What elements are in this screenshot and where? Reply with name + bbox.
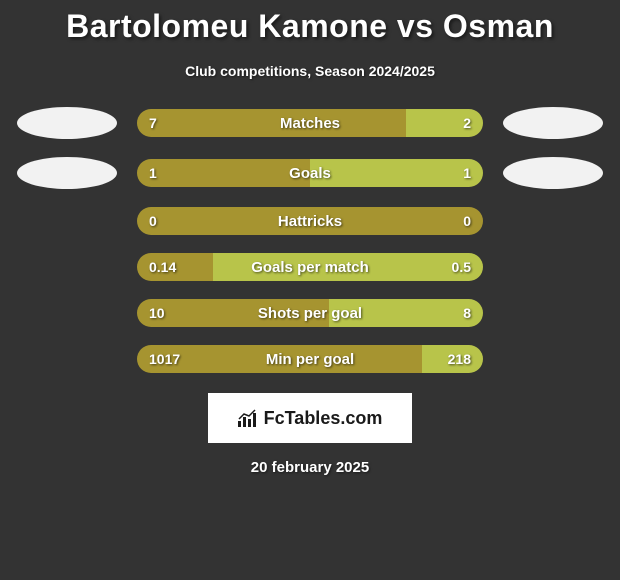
stat-row: Goals11 (0, 157, 620, 189)
stat-bar: Goals per match0.140.5 (137, 253, 483, 281)
stat-value-right: 8 (463, 299, 471, 327)
stat-value-left: 0 (149, 207, 157, 235)
title-vs: vs (397, 8, 434, 44)
stat-value-left: 1017 (149, 345, 180, 373)
stat-value-right: 0 (463, 207, 471, 235)
subtitle: Club competitions, Season 2024/2025 (0, 63, 620, 79)
bar-right-segment (310, 159, 483, 187)
title-player2: Osman (443, 8, 554, 44)
logo-box: FcTables.com (208, 393, 412, 443)
player2-avatar (503, 107, 603, 139)
player1-avatar (17, 157, 117, 189)
bar-left-segment (137, 109, 406, 137)
chart-icon (238, 409, 258, 427)
stat-row: Shots per goal108 (0, 299, 620, 327)
stat-value-right: 0.5 (452, 253, 471, 281)
stat-row: Goals per match0.140.5 (0, 253, 620, 281)
stats-container: Matches72Goals11Hattricks00Goals per mat… (0, 107, 620, 373)
player1-avatar (17, 107, 117, 139)
stat-value-left: 0.14 (149, 253, 176, 281)
bar-left-segment (137, 207, 483, 235)
stat-value-left: 1 (149, 159, 157, 187)
stat-value-left: 10 (149, 299, 165, 327)
stat-row: Matches72 (0, 107, 620, 139)
player2-avatar (503, 157, 603, 189)
date-text: 20 february 2025 (0, 459, 620, 476)
stat-value-right: 218 (448, 345, 471, 373)
stat-row: Min per goal1017218 (0, 345, 620, 373)
stat-value-right: 2 (463, 109, 471, 137)
stat-bar: Hattricks00 (137, 207, 483, 235)
stat-bar: Matches72 (137, 109, 483, 137)
stat-value-right: 1 (463, 159, 471, 187)
stat-row: Hattricks00 (0, 207, 620, 235)
bar-left-segment (137, 299, 329, 327)
stat-bar: Goals11 (137, 159, 483, 187)
bar-right-segment (213, 253, 483, 281)
bar-right-segment (406, 109, 483, 137)
stat-bar: Shots per goal108 (137, 299, 483, 327)
page-title: Bartolomeu Kamone vs Osman (0, 0, 620, 45)
bar-left-segment (137, 159, 310, 187)
bar-right-segment (329, 299, 483, 327)
title-player1: Bartolomeu Kamone (66, 8, 387, 44)
stat-bar: Min per goal1017218 (137, 345, 483, 373)
logo-text: FcTables.com (264, 408, 383, 429)
stat-value-left: 7 (149, 109, 157, 137)
